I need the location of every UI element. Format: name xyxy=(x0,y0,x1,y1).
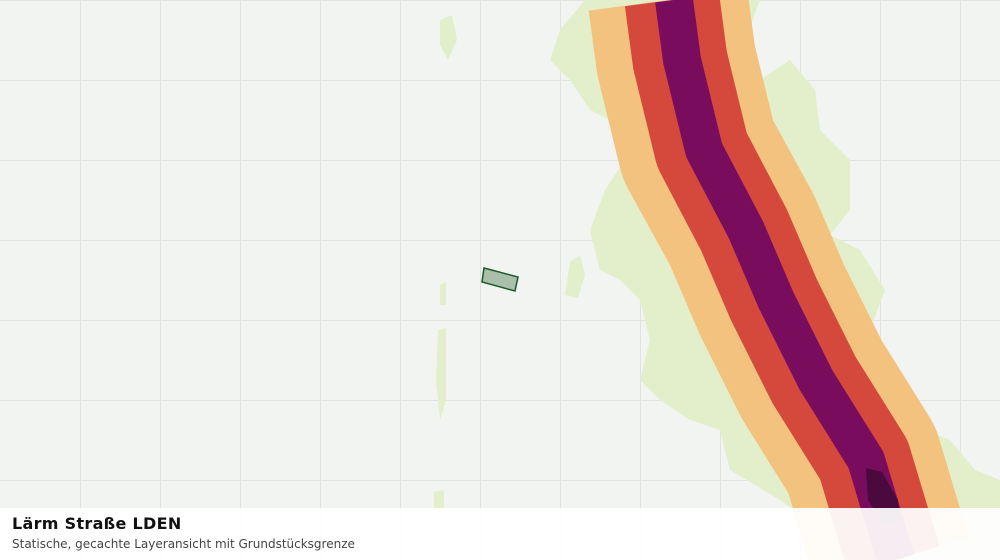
parcel-boundary xyxy=(481,267,519,292)
layer-subtitle: Statische, gecachte Layeransicht mit Gru… xyxy=(12,537,355,551)
noise-bands xyxy=(588,0,969,560)
layer-title: Lärm Straße LDEN xyxy=(12,514,182,533)
caption-panel: Lärm Straße LDEN Statische, gecachte Lay… xyxy=(0,508,1000,560)
